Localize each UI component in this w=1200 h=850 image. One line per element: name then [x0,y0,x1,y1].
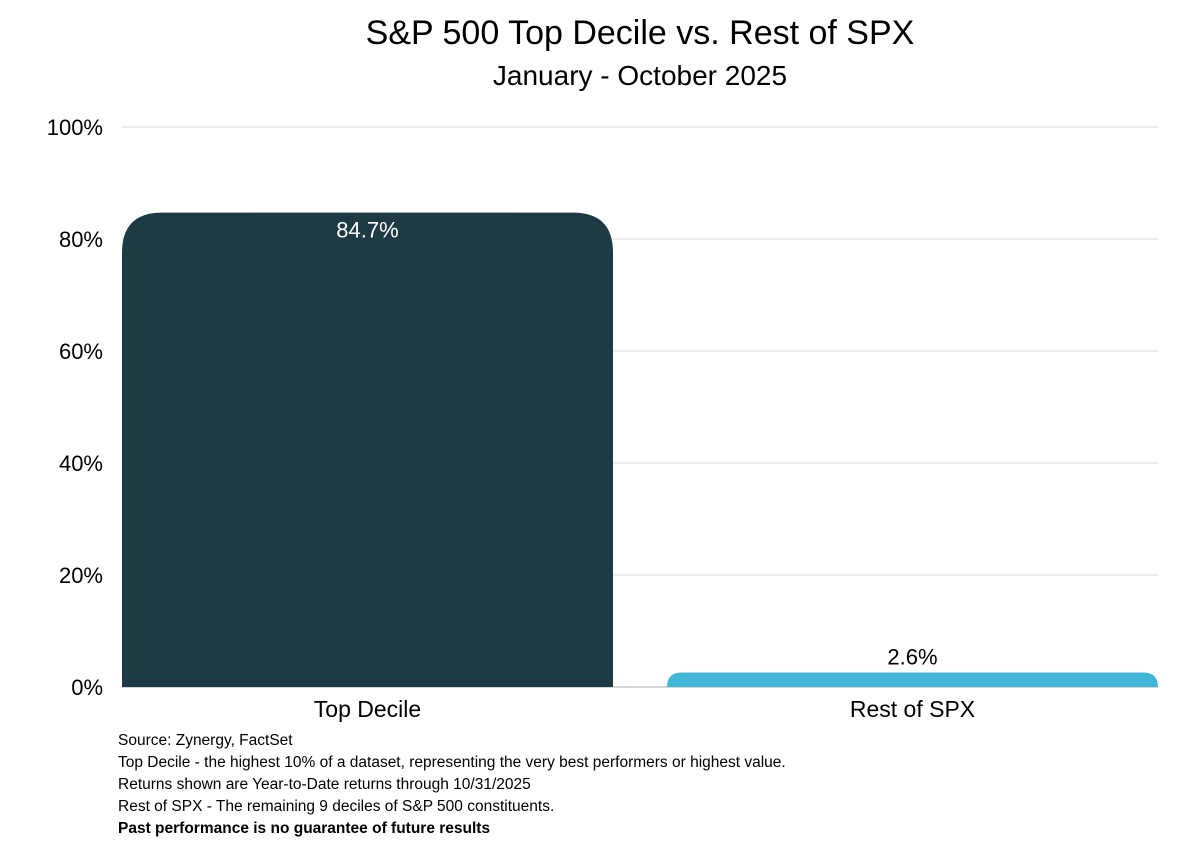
bar-top-decile [122,212,613,687]
footnotes: Source: Zynergy, FactSet Top Decile - th… [118,730,786,840]
data-label: 2.6% [887,644,937,669]
y-tick-label: 0% [71,675,103,700]
bar-chart: 0% 20% 40% 60% 80% 100% Top Decile Rest of SPX… [47,115,1158,722]
x-axis: Top Decile Rest of SPX [314,696,975,722]
chart-title: S&P 500 Top Decile vs. Rest of SPX [365,14,915,52]
bar-rest-of-spx [667,672,1158,687]
y-axis: 0% 20% 40% 60% 80% 100% [47,115,103,700]
y-tick-label: 80% [59,227,103,252]
disclaimer: Past performance is no guarantee of futu… [118,820,491,837]
bars [122,212,1158,687]
x-tick-label: Rest of SPX [850,696,975,722]
x-tick-label: Top Decile [314,696,421,722]
data-label: 84.7% [336,218,398,243]
rest-of-spx-definition: Rest of SPX - The remaining 9 deciles of… [118,798,555,815]
y-tick-label: 20% [59,563,103,588]
y-tick-label: 100% [47,115,103,140]
y-tick-label: 40% [59,451,103,476]
y-tick-label: 60% [59,339,103,364]
top-decile-definition: Top Decile - the highest 10% of a datase… [118,754,786,771]
chart-subtitle: January - October 2025 [492,60,788,91]
returns-note: Returns shown are Year-to-Date returns t… [118,776,531,793]
source-note: Source: Zynergy, FactSet [118,732,293,749]
data-labels: 84.7% 2.6% [336,218,937,670]
